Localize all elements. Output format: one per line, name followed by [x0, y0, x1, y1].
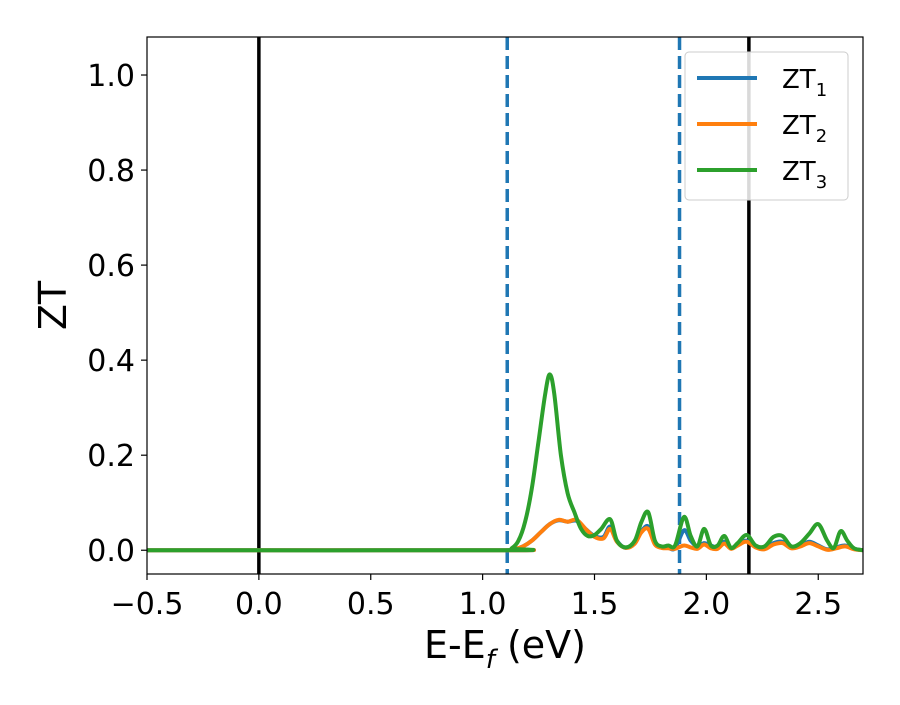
- x-tick-label: 2.5: [794, 587, 842, 622]
- plot-frame: [146, 36, 864, 575]
- x-tick-label: 1.5: [571, 587, 619, 622]
- y-tick-label: 0.6: [87, 249, 135, 284]
- legend-box: [684, 51, 849, 201]
- x-tick-label: 0.5: [347, 587, 395, 622]
- x-tick-label: 1.0: [459, 587, 507, 622]
- x-tick-label: 2.0: [683, 587, 731, 622]
- legend-label-zt3: ZT3: [782, 157, 827, 193]
- series-line-zt3: [147, 372, 863, 553]
- y-tick-label: 0.4: [87, 344, 135, 379]
- x-tick-label: −0.5: [111, 587, 184, 622]
- y-axis-label: ZT: [31, 280, 75, 330]
- legend-label-zt1: ZT1: [782, 65, 827, 101]
- legend-label-zt2: ZT2: [782, 111, 827, 147]
- axis-ticks: −0.5 0.0 0.5 1.0 1.5 2.0 2.5 0.0 0.2 0.4 0.6 0.8 1.0: [87, 59, 842, 622]
- y-tick-label: 0.0: [87, 534, 135, 569]
- x-axis-label: E-Ef (eV): [424, 623, 586, 675]
- y-tick-label: 0.8: [87, 154, 135, 189]
- legend: ZT1 ZT2 ZT3: [684, 51, 849, 201]
- y-tick-label: 0.2: [87, 439, 135, 474]
- x-tick-label: 0.0: [235, 587, 283, 622]
- y-tick-label: 1.0: [87, 59, 135, 94]
